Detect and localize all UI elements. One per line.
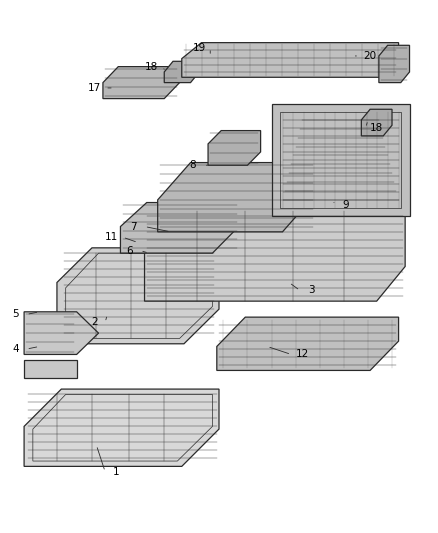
Polygon shape (103, 67, 180, 99)
Text: 12: 12 (296, 350, 309, 359)
Text: 1: 1 (113, 467, 120, 477)
Polygon shape (208, 131, 261, 165)
Text: 20: 20 (364, 51, 377, 61)
Polygon shape (24, 312, 99, 354)
Polygon shape (164, 61, 199, 83)
Text: 11: 11 (105, 232, 118, 242)
Polygon shape (379, 45, 410, 83)
Text: 17: 17 (88, 83, 101, 93)
Polygon shape (361, 109, 392, 136)
Polygon shape (24, 360, 77, 378)
Text: 18: 18 (370, 123, 383, 133)
Polygon shape (217, 317, 399, 370)
Polygon shape (145, 211, 405, 301)
Text: 5: 5 (12, 310, 19, 319)
Text: 2: 2 (91, 318, 98, 327)
Polygon shape (182, 43, 399, 77)
Polygon shape (272, 104, 410, 216)
Text: 8: 8 (189, 160, 196, 170)
Text: 9: 9 (343, 200, 350, 210)
Text: 4: 4 (12, 344, 19, 354)
Polygon shape (57, 248, 219, 344)
Text: 6: 6 (126, 246, 133, 255)
Text: 19: 19 (193, 43, 206, 53)
Polygon shape (158, 163, 315, 232)
Text: 7: 7 (130, 222, 137, 231)
Polygon shape (120, 203, 239, 253)
Text: 3: 3 (307, 286, 314, 295)
Polygon shape (24, 389, 219, 466)
Text: 18: 18 (145, 62, 158, 71)
